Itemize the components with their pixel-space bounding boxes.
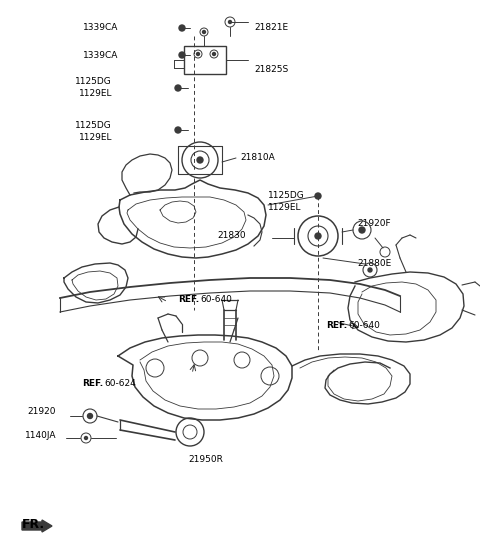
Text: 60-624: 60-624: [104, 378, 136, 387]
Circle shape: [179, 25, 185, 31]
Circle shape: [359, 227, 365, 233]
Text: 21825S: 21825S: [254, 65, 288, 75]
Text: FR.: FR.: [22, 518, 45, 532]
Circle shape: [368, 268, 372, 272]
Text: 1129EL: 1129EL: [79, 133, 112, 142]
Text: 1125DG: 1125DG: [268, 191, 305, 200]
Text: REF.: REF.: [326, 320, 347, 330]
Circle shape: [84, 436, 87, 440]
Text: 60-640: 60-640: [200, 296, 232, 305]
Text: 21830: 21830: [217, 232, 246, 240]
Circle shape: [315, 193, 321, 199]
FancyArrow shape: [22, 520, 52, 532]
Text: 1125DG: 1125DG: [75, 78, 112, 86]
Circle shape: [228, 21, 231, 23]
Circle shape: [179, 52, 185, 58]
Circle shape: [197, 157, 203, 163]
Text: 21920: 21920: [27, 407, 56, 416]
Circle shape: [213, 52, 216, 55]
Text: 1129EL: 1129EL: [268, 204, 301, 213]
Text: 1339CA: 1339CA: [83, 51, 118, 60]
Circle shape: [175, 127, 181, 133]
Text: REF.: REF.: [178, 296, 199, 305]
Text: 1140JA: 1140JA: [24, 431, 56, 440]
Circle shape: [175, 85, 181, 91]
Text: 21920F: 21920F: [357, 219, 391, 228]
Text: 21950R: 21950R: [188, 455, 223, 464]
Circle shape: [87, 413, 93, 418]
Text: 21821E: 21821E: [254, 23, 288, 32]
Text: 1339CA: 1339CA: [83, 23, 118, 32]
Circle shape: [203, 31, 205, 33]
Text: 21810A: 21810A: [240, 153, 275, 162]
Text: REF.: REF.: [82, 378, 103, 387]
Text: 1125DG: 1125DG: [75, 122, 112, 131]
Text: 60-640: 60-640: [348, 320, 380, 330]
Text: 21880E: 21880E: [357, 259, 391, 268]
Circle shape: [315, 233, 321, 239]
Text: 1129EL: 1129EL: [79, 89, 112, 99]
Circle shape: [196, 52, 200, 55]
